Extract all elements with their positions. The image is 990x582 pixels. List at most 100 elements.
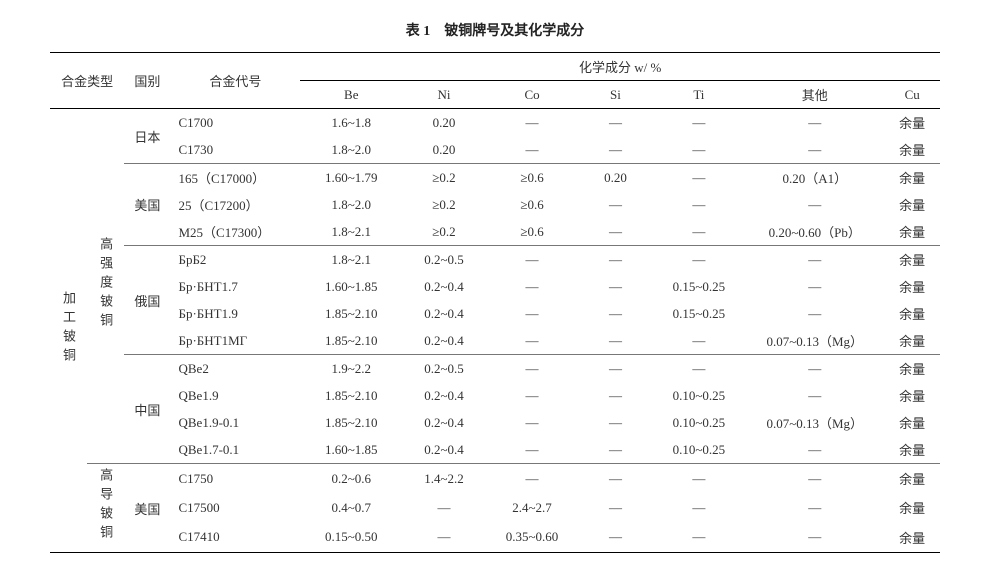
cell: 1.60~1.85 [300,436,402,464]
cell: Бр·БНТ1.9 [171,300,301,327]
cell: — [653,355,746,383]
cell: 0.10~0.25 [653,382,746,409]
cell: 0.2~0.4 [402,300,485,327]
cell: — [745,109,884,137]
cell: — [653,191,746,218]
cell: — [653,246,746,274]
cell: ≥0.6 [486,164,579,192]
cell: — [578,327,652,355]
table-row: 俄国БрБ21.8~2.10.2~0.5————余量 [50,246,940,274]
cell: 余量 [884,300,940,327]
cell: 0.2~0.5 [402,355,485,383]
cell: 余量 [884,327,940,355]
cell: — [653,493,746,522]
cell: 165（C17000） [171,164,301,192]
cell: QBe1.9-0.1 [171,409,301,436]
cell: — [653,327,746,355]
cell: — [578,218,652,246]
cell: QBe1.7-0.1 [171,436,301,464]
th-co: Co [486,81,579,109]
th-country: 国别 [124,53,170,109]
cell: 0.2~0.5 [402,246,485,274]
table-row: 美国165（C17000）1.60~1.79≥0.2≥0.60.20—0.20（… [50,164,940,192]
table-row: Бр·БНТ1.71.60~1.850.2~0.4——0.15~0.25—余量 [50,273,940,300]
cell: C17500 [171,493,301,522]
country-cell: 俄国 [124,246,170,355]
table-row: QBe1.7-0.11.60~1.850.2~0.4——0.10~0.25—余量 [50,436,940,464]
cell: 余量 [884,523,940,553]
cell: — [653,523,746,553]
cell: 余量 [884,382,940,409]
th-si: Si [578,81,652,109]
cell: 0.20 [402,109,485,137]
cell: — [653,136,746,164]
cell: — [486,409,579,436]
cell: — [578,191,652,218]
cell: 1.85~2.10 [300,300,402,327]
cell: 0.07~0.13（Mg） [745,327,884,355]
table-row: C175000.4~0.7—2.4~2.7———余量 [50,493,940,522]
cell: — [486,136,579,164]
cell: 0.2~0.4 [402,382,485,409]
cell: — [578,436,652,464]
th-ti: Ti [653,81,746,109]
cell: 0.20~0.60（Pb） [745,218,884,246]
cell: — [486,300,579,327]
cell: 余量 [884,164,940,192]
cell: 0.2~0.4 [402,409,485,436]
cell: — [578,382,652,409]
table-row: M25（C17300）1.8~2.1≥0.2≥0.6——0.20~0.60（Pb… [50,218,940,246]
cell: 1.8~2.0 [300,136,402,164]
cell: — [578,273,652,300]
cell: — [486,355,579,383]
cell: — [486,436,579,464]
cell: 余量 [884,409,940,436]
cell: — [653,464,746,494]
cell: — [653,164,746,192]
country-cell: 日本 [124,109,170,164]
cell: 0.15~0.25 [653,273,746,300]
cell: — [578,409,652,436]
cell: 0.2~0.4 [402,273,485,300]
cat-sub1: 高强度铍铜 [87,109,124,464]
cell: Бр·БНТ1.7 [171,273,301,300]
cell: 余量 [884,355,940,383]
cell: 25（C17200） [171,191,301,218]
cell: 0.35~0.60 [486,523,579,553]
cell: — [578,355,652,383]
cell: C17410 [171,523,301,553]
cell: — [486,109,579,137]
cell: 余量 [884,109,940,137]
cell: 0.20 [402,136,485,164]
th-chem: 化学成分 w/ % [300,53,940,81]
cell: — [745,493,884,522]
country-cell: 美国 [124,464,170,553]
cell: C1700 [171,109,301,137]
cell: 余量 [884,218,940,246]
cell: — [745,191,884,218]
cell: 1.85~2.10 [300,327,402,355]
table-head: 合金类型 国别 合金代号 化学成分 w/ % Be Ni Co Si Ti 其他… [50,53,940,109]
cell: 0.2~0.4 [402,327,485,355]
cell: — [653,218,746,246]
cell: 余量 [884,436,940,464]
table-row: 25（C17200）1.8~2.0≥0.2≥0.6———余量 [50,191,940,218]
country-cell: 中国 [124,355,170,464]
cell: 1.6~1.8 [300,109,402,137]
cell: 1.8~2.0 [300,191,402,218]
cell: 余量 [884,246,940,274]
cell: ≥0.2 [402,218,485,246]
table-row: 中国QBe21.9~2.20.2~0.5————余量 [50,355,940,383]
cell: 余量 [884,191,940,218]
cell: 1.8~2.1 [300,218,402,246]
cell: — [578,136,652,164]
cell: 1.60~1.79 [300,164,402,192]
table-row: QBe1.9-0.11.85~2.100.2~0.4——0.10~0.250.0… [50,409,940,436]
cell: 余量 [884,136,940,164]
cell: 0.10~0.25 [653,409,746,436]
cell: 0.2~0.6 [300,464,402,494]
cat-main: 加工铍铜 [50,109,87,553]
table-row: Бр·БНТ1МГ1.85~2.100.2~0.4———0.07~0.13（Mg… [50,327,940,355]
th-code: 合金代号 [171,53,301,109]
table-row: 高导铍铜美国C17500.2~0.61.4~2.2————余量 [50,464,940,494]
